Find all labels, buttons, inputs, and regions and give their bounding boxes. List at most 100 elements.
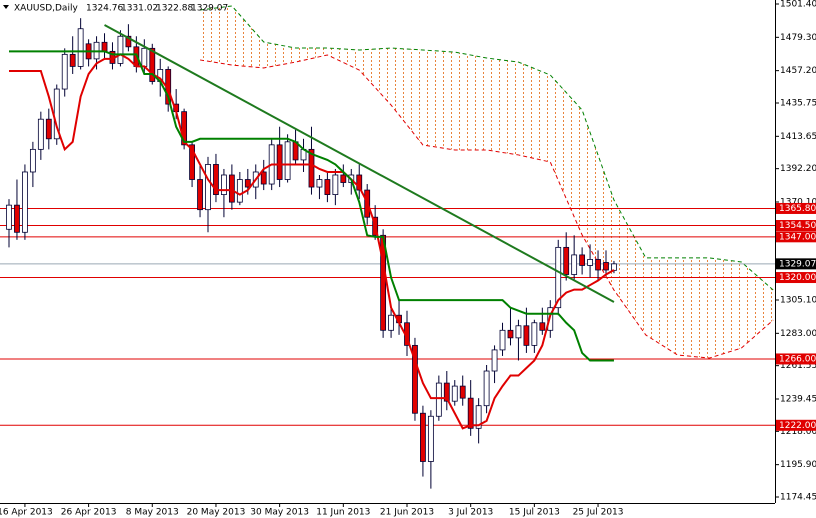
- y-tick-label: 1413.65: [780, 132, 816, 142]
- y-tick-label: 1370.10: [780, 197, 816, 207]
- candle-body: [427, 415, 434, 462]
- y-tick-label: 1392.20: [780, 164, 816, 174]
- y-tick-label: 1195.90: [780, 460, 816, 470]
- candle-body: [595, 259, 601, 271]
- candle-body: [587, 259, 593, 266]
- y-tick-label: 1283.00: [780, 329, 816, 339]
- candle-body: [491, 349, 498, 372]
- candle-body: [435, 382, 442, 417]
- y-tick-label: 1501.40: [780, 0, 816, 10]
- candle-body: [189, 144, 195, 180]
- candle-body: [451, 385, 458, 402]
- candle-body: [276, 144, 283, 180]
- x-tick-label: 30 May 2013: [250, 508, 309, 518]
- level-label: 1354.50: [779, 221, 816, 231]
- candle-body: [6, 204, 12, 230]
- candle-body: [475, 405, 482, 429]
- candle-body: [221, 174, 227, 195]
- price-label-bg: [776, 258, 816, 270]
- candle-body: [459, 385, 466, 399]
- candle-body: [555, 246, 562, 309]
- kijun-line: [9, 50, 614, 362]
- candle-body: [205, 164, 211, 211]
- ohlc-high: 1331.02: [121, 4, 158, 14]
- candle-body: [324, 179, 331, 195]
- candle-body: [467, 397, 474, 429]
- level-label-bg: [776, 353, 816, 365]
- cloud-fill: [200, 5, 774, 359]
- candle-body: [380, 234, 387, 331]
- level-label: 1266.00: [779, 354, 816, 364]
- level-label: 1320.00: [779, 273, 816, 283]
- x-tick-label: 15 Jul 2013: [509, 508, 560, 518]
- candle-body: [571, 254, 578, 275]
- y-tick-label: 1457.20: [780, 66, 816, 76]
- level-label-bg: [776, 231, 816, 243]
- y-tick-label: 1479.30: [780, 33, 816, 43]
- candle-body: [507, 329, 514, 339]
- candle-body: [197, 179, 203, 211]
- menu-triangle[interactable]: [3, 5, 9, 9]
- candle-body: [181, 111, 188, 146]
- y-tick-label: 1218.00: [780, 427, 816, 437]
- trendline: [104, 24, 615, 303]
- y-tick-label: 1174.45: [780, 493, 816, 503]
- ohlc-close: 1329.07: [191, 4, 228, 14]
- candle-body: [443, 382, 450, 402]
- candle-body: [149, 47, 156, 82]
- candle-body: [69, 53, 76, 67]
- candle-body: [101, 41, 108, 52]
- y-tick-label: 1239.45: [780, 394, 816, 404]
- candle-body: [563, 246, 570, 275]
- candle-body: [22, 171, 28, 233]
- candle-body: [340, 174, 347, 183]
- candle-body: [515, 325, 522, 339]
- candle-body: [483, 370, 490, 407]
- candle-body: [539, 322, 546, 331]
- x-tick-label: 26 Apr 2013: [61, 508, 117, 518]
- candle-body: [244, 179, 251, 188]
- candle-body: [603, 262, 609, 271]
- candle-body: [61, 53, 68, 90]
- y-tick-label: 1305.10: [780, 295, 816, 305]
- candle-body: [141, 47, 148, 67]
- level-label: 1365.80: [779, 204, 816, 214]
- x-tick-label: 20 May 2013: [187, 508, 246, 518]
- candle-body: [29, 148, 36, 173]
- x-tick-label: 21 Jun 2013: [380, 508, 434, 518]
- cloud-span-b: [199, 5, 774, 291]
- candle-body: [531, 322, 538, 346]
- candle-body: [308, 148, 315, 188]
- price-label: 1329.07: [779, 259, 816, 269]
- candle-body: [611, 263, 617, 271]
- x-tick-label: 3 Jul 2013: [448, 508, 493, 518]
- level-label: 1222.00: [779, 421, 816, 431]
- candle-body: [37, 118, 44, 150]
- x-tick-label: 25 Jul 2013: [573, 508, 624, 518]
- symbol-title: XAUUSD,Daily: [14, 4, 78, 14]
- x-tick-label: 16 Apr 2013: [0, 508, 53, 518]
- candle-body: [14, 204, 20, 233]
- candle-body: [284, 141, 291, 180]
- plot-area: [0, 5, 775, 489]
- y-tick-label: 1261.55: [780, 361, 816, 371]
- x-tick-label: 8 May 2013: [126, 508, 179, 518]
- ohlc-low: 1322.88: [156, 4, 193, 14]
- tenkan-line: [9, 53, 615, 430]
- level-label-bg: [776, 220, 816, 232]
- candle-body: [523, 325, 530, 346]
- candle-body: [316, 179, 323, 188]
- level-label-bg: [776, 419, 816, 431]
- level-label-bg: [776, 202, 816, 214]
- candle-body: [117, 35, 124, 64]
- candle-body: [579, 254, 586, 266]
- candle-body: [77, 28, 84, 67]
- candle-body: [125, 35, 132, 48]
- candle-body: [420, 412, 426, 462]
- candle-body: [45, 118, 52, 140]
- candle-body: [499, 329, 506, 351]
- level-label: 1347.00: [779, 232, 816, 242]
- level-label-bg: [776, 272, 816, 284]
